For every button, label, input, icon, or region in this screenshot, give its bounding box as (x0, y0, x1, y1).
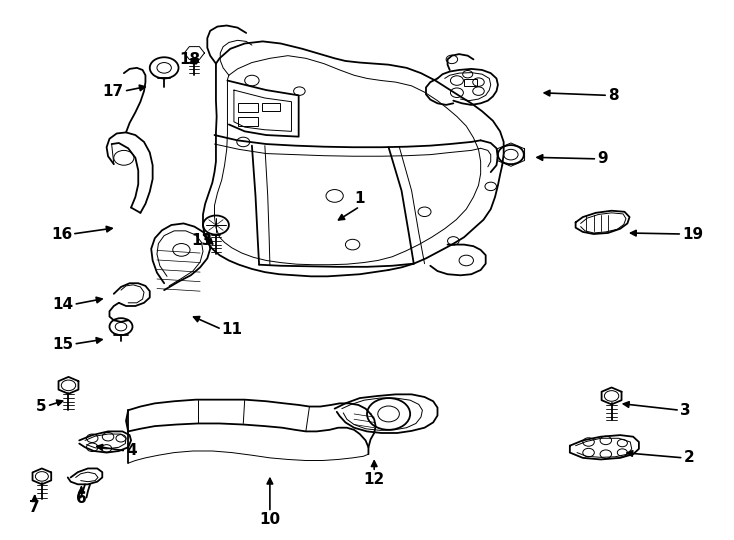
Text: 16: 16 (51, 226, 72, 241)
Bar (238, 103, 258, 112)
Text: 14: 14 (52, 297, 73, 312)
Bar (262, 103, 280, 111)
Text: 3: 3 (680, 403, 691, 418)
Text: 4: 4 (126, 443, 137, 458)
Circle shape (109, 318, 133, 335)
Text: 9: 9 (597, 151, 608, 166)
Bar (238, 117, 258, 126)
Text: 15: 15 (52, 336, 73, 352)
Text: 17: 17 (103, 84, 124, 99)
Text: 13: 13 (191, 233, 212, 248)
Text: 10: 10 (259, 512, 280, 528)
Text: 6: 6 (76, 491, 87, 506)
Text: 19: 19 (682, 226, 703, 241)
Circle shape (150, 57, 178, 78)
Text: 11: 11 (222, 322, 243, 337)
Text: 8: 8 (608, 88, 619, 103)
Text: 12: 12 (363, 472, 385, 487)
Bar (464, 79, 477, 86)
Text: 5: 5 (36, 399, 47, 414)
Text: 1: 1 (355, 192, 365, 206)
Text: 7: 7 (29, 500, 40, 515)
Text: 2: 2 (683, 450, 694, 465)
Text: 18: 18 (179, 52, 200, 67)
